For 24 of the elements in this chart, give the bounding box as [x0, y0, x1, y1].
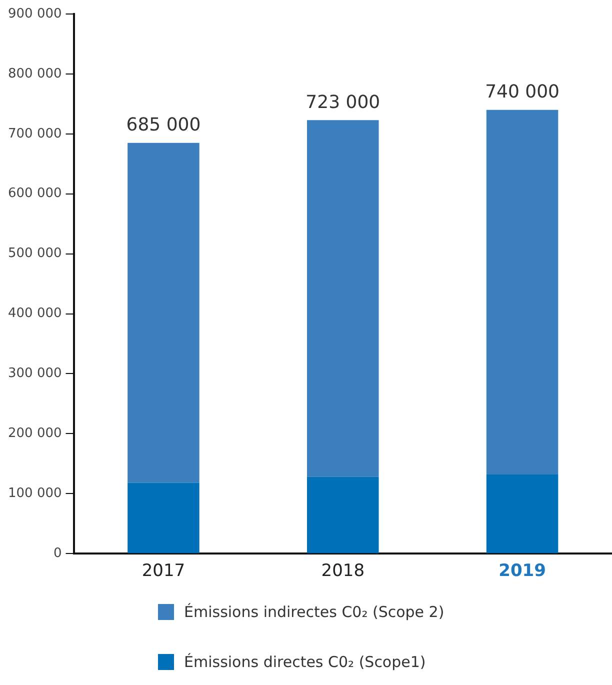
bar [306, 120, 379, 477]
y-tick-label: 200 000 [8, 426, 62, 442]
x-tick-label: 2018 [321, 561, 365, 582]
y-tick-label: 400 000 [8, 306, 62, 322]
y-tick-label: 300 000 [8, 366, 62, 382]
x-tick-label: 2019 [498, 561, 546, 582]
total-label: 685 000 [126, 114, 201, 136]
x-tick-label: 2017 [142, 561, 186, 582]
y-tick-label: 800 000 [8, 66, 62, 82]
bar [128, 142, 200, 483]
y-tick-label: 500 000 [8, 246, 62, 262]
bar [128, 482, 200, 554]
y-tick-label: 0 [53, 546, 62, 561]
legend-label: Émissions directes C0₂ (Scope1) [184, 653, 426, 671]
bar [306, 476, 379, 554]
total-label: 723 000 [306, 92, 380, 113]
bar [486, 110, 558, 474]
legend-label: Émissions indirectes C0₂ (Scope 2) [184, 603, 444, 621]
y-tick-label: 100 000 [8, 486, 62, 502]
y-tick-label: 700 000 [8, 126, 62, 142]
total-label: 740 000 [485, 82, 560, 103]
y-tick-label: 600 000 [8, 186, 62, 202]
y-tick-label: 900 000 [8, 6, 62, 22]
bar [486, 474, 558, 554]
